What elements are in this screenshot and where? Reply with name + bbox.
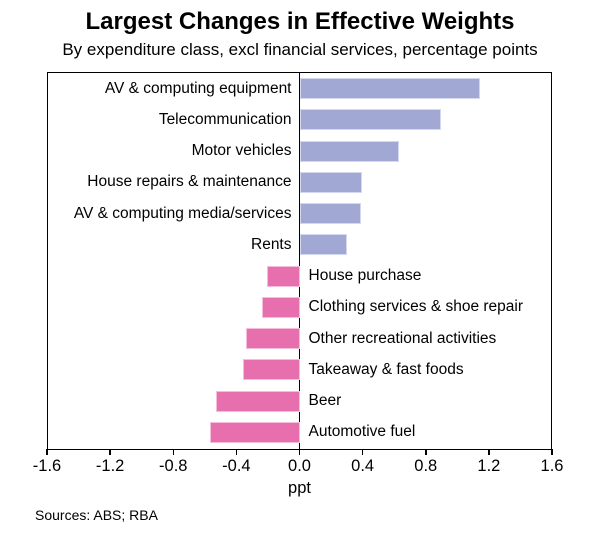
- tick-value: -0.4: [222, 457, 251, 475]
- zero-axis-line: [298, 73, 301, 449]
- category-label: Automotive fuel: [308, 423, 416, 441]
- category-label: Motor vehicles: [191, 142, 292, 160]
- bar-row: Beer: [48, 386, 551, 417]
- category-label: Other recreational activities: [308, 329, 497, 347]
- tick-mark: [425, 448, 427, 455]
- data-bar: [242, 359, 300, 381]
- tick-value: 0.4: [351, 457, 375, 475]
- chart-subtitle: By expenditure class, excl financial ser…: [62, 40, 538, 59]
- tick-mark: [551, 448, 553, 455]
- chart-title: Largest Changes in Effective Weights: [85, 8, 515, 35]
- tick-mark: [488, 448, 490, 455]
- data-bar: [299, 109, 441, 131]
- bar-row: Other recreational activities: [48, 323, 551, 354]
- data-bar: [261, 296, 300, 318]
- bar-row: Rents: [48, 229, 551, 260]
- data-bar: [209, 421, 300, 443]
- data-bar: [246, 328, 300, 350]
- category-label: Takeaway & fast foods: [308, 360, 464, 378]
- data-bar: [299, 234, 347, 256]
- data-bar: [266, 265, 300, 287]
- tick-mark: [109, 448, 111, 455]
- tick-mark: [235, 448, 238, 455]
- tick-mark: [298, 448, 301, 455]
- bar-row: Motor vehicles: [48, 136, 551, 167]
- bar-row: AV & computing media/services: [48, 198, 551, 229]
- data-bar: [299, 140, 399, 162]
- tick-value: -0.8: [159, 457, 188, 475]
- plot-area: AV & computing equipment Telecommunicatio…: [47, 72, 552, 450]
- tick-mark: [172, 448, 174, 455]
- x-axis-unit-label: ppt: [288, 479, 311, 497]
- tick-value: 1.2: [477, 457, 501, 475]
- data-bar: [299, 171, 363, 193]
- data-bar: [299, 78, 481, 100]
- tick-mark: [46, 448, 48, 455]
- x-axis-tick-marks: [46, 448, 553, 455]
- tick-value: 0.0: [288, 457, 311, 475]
- bar-row: House purchase: [48, 261, 551, 292]
- bar-row: Clothing services & shoe repair: [48, 292, 551, 323]
- bar-row: Takeaway & fast foods: [48, 354, 551, 385]
- category-label: House repairs & maintenance: [87, 173, 292, 191]
- tick-mark: [361, 448, 364, 455]
- bar-row: House repairs & maintenance: [48, 167, 551, 198]
- bar-row: Telecommunication: [48, 104, 551, 135]
- category-label: House purchase: [308, 267, 422, 285]
- tick-value: -1.2: [95, 457, 125, 475]
- category-label: Telecommunication: [158, 110, 292, 128]
- tick-value: 1.6: [540, 457, 564, 475]
- category-label: AV & computing media/services: [73, 204, 292, 222]
- category-label: AV & computing equipment: [104, 79, 292, 97]
- category-label: Clothing services & shoe repair: [308, 298, 524, 316]
- category-label: Rents: [251, 235, 292, 253]
- data-bar: [216, 390, 300, 412]
- category-label: Beer: [308, 392, 342, 410]
- bar-row: AV & computing equipment: [48, 73, 551, 104]
- tick-value: 0.8: [414, 457, 438, 475]
- bar-row: Automotive fuel: [48, 417, 551, 448]
- tick-value: -1.6: [32, 457, 62, 475]
- sources-note: Sources: ABS; RBA: [35, 507, 158, 523]
- data-bar: [299, 203, 361, 225]
- x-axis-tick-labels: -1.6 -1.2 -0.8 -0.4 0.0 0.4 0.8 1.2 1.6: [33, 457, 564, 477]
